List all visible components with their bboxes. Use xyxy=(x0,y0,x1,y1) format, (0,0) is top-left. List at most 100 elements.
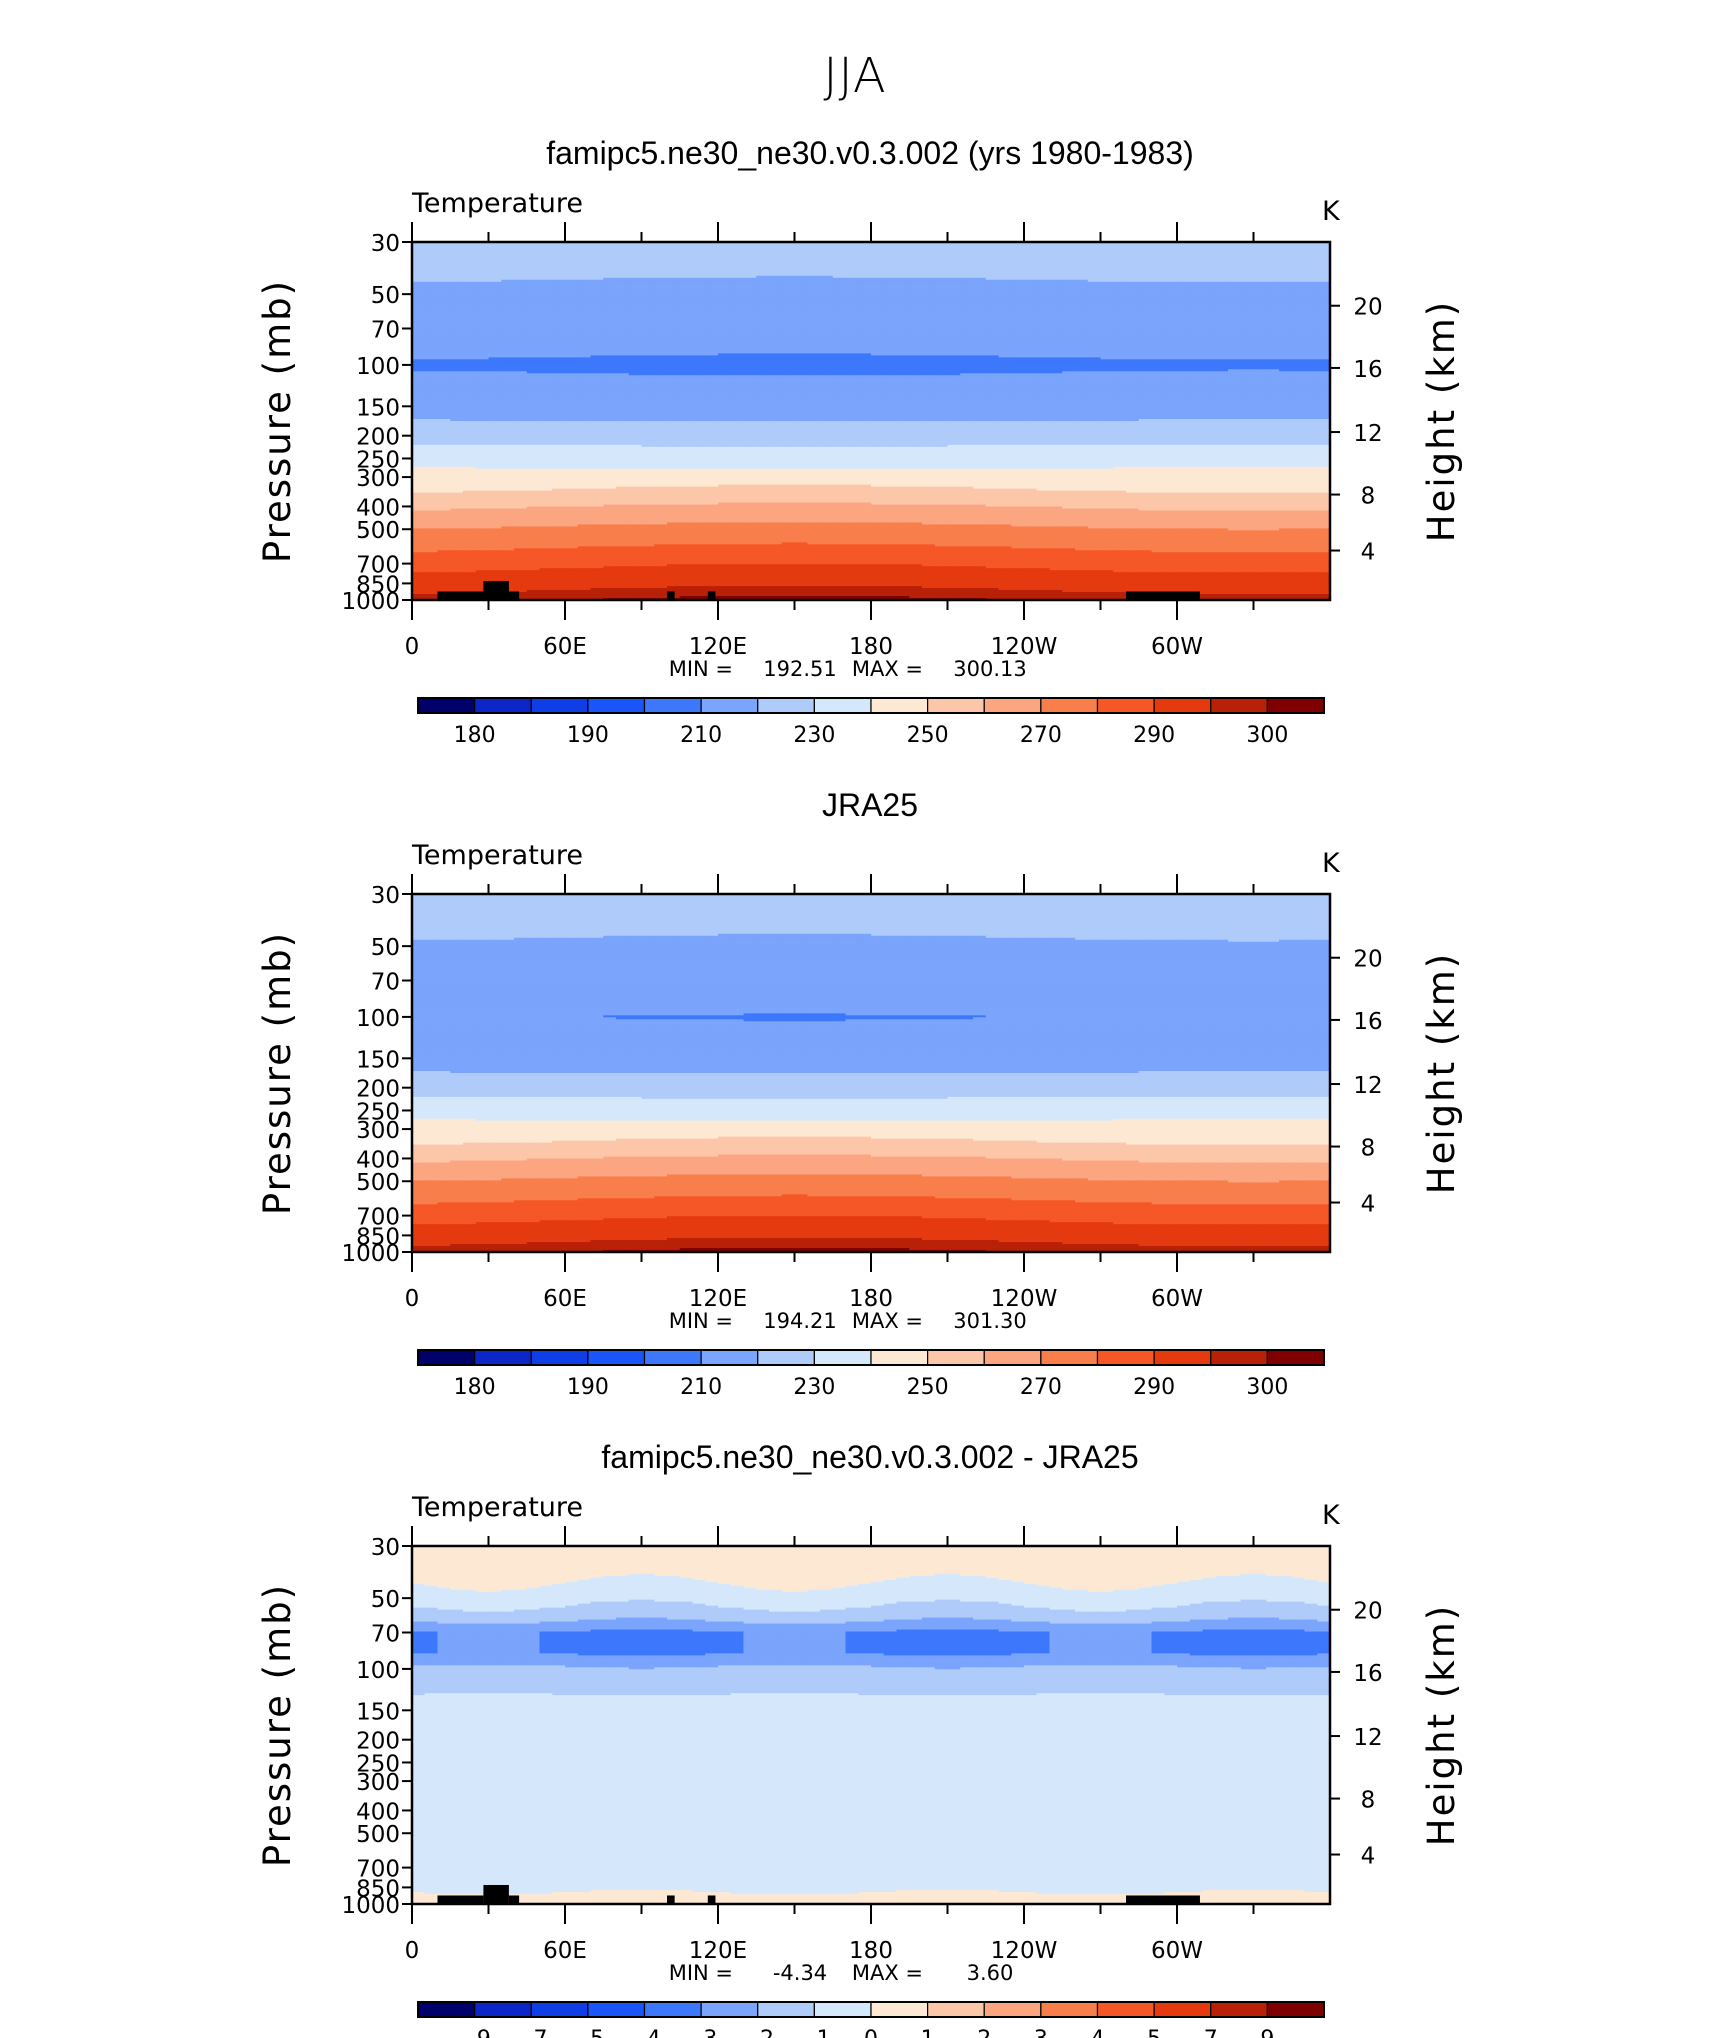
field-cell xyxy=(845,369,859,372)
field-cell xyxy=(641,277,655,281)
field-cell xyxy=(781,309,796,313)
field-cell xyxy=(1317,303,1330,307)
field-cell xyxy=(501,283,515,287)
field-cell xyxy=(1151,245,1165,249)
field-cell xyxy=(756,255,770,259)
field-cell xyxy=(1215,369,1229,372)
field-cell xyxy=(679,351,694,354)
field-cell xyxy=(565,307,579,311)
field-cell xyxy=(883,327,898,331)
field-cell xyxy=(973,315,987,319)
field-cell xyxy=(922,375,936,378)
field-cell xyxy=(1151,327,1165,331)
field-cell xyxy=(463,269,477,273)
field-cell xyxy=(858,311,872,315)
field-cell xyxy=(667,379,681,382)
field-cell xyxy=(1266,247,1280,251)
field-cell xyxy=(934,315,949,319)
field-cell xyxy=(909,363,923,366)
field-cell xyxy=(832,307,847,311)
field-cell xyxy=(1113,293,1127,297)
field-cell xyxy=(896,363,910,366)
field-cell xyxy=(730,367,745,370)
field-cell xyxy=(1075,347,1089,350)
field-cell xyxy=(896,301,910,305)
field-cell xyxy=(679,285,694,289)
field-cell xyxy=(1100,377,1114,380)
field-cell xyxy=(1036,371,1051,374)
field-cell xyxy=(641,275,655,279)
field-cell xyxy=(641,351,655,354)
field-cell xyxy=(679,267,694,271)
field-cell xyxy=(514,345,528,349)
field-cell xyxy=(769,357,783,360)
field-cell xyxy=(1189,281,1204,285)
field-cell xyxy=(973,303,987,307)
field-cell xyxy=(628,327,643,331)
field-cell xyxy=(820,295,834,299)
field-cell xyxy=(450,371,464,374)
field-cell xyxy=(960,329,974,333)
field-cell xyxy=(1266,269,1280,273)
field-cell xyxy=(565,275,579,279)
field-cell xyxy=(501,285,515,289)
field-cell xyxy=(794,365,808,368)
field-cell xyxy=(1291,349,1306,352)
field-cell xyxy=(1126,357,1140,360)
field-cell xyxy=(1062,277,1076,281)
field-cell xyxy=(705,375,719,378)
field-cell xyxy=(1304,279,1318,283)
field-cell xyxy=(896,373,910,376)
field-cell xyxy=(539,309,553,313)
field-cell xyxy=(1164,345,1178,349)
field-cell xyxy=(577,365,592,368)
field-cell xyxy=(947,273,961,277)
field-cell xyxy=(475,303,490,307)
field-cell xyxy=(1011,279,1025,283)
field-cell xyxy=(577,335,592,339)
field-cell xyxy=(832,263,847,267)
field-cell xyxy=(603,257,617,261)
field-cell xyxy=(756,367,770,370)
field-cell xyxy=(883,347,898,350)
field-cell xyxy=(934,353,949,356)
field-cell xyxy=(1189,243,1204,247)
field-cell xyxy=(794,337,808,341)
field-cell xyxy=(1228,289,1242,293)
field-cell xyxy=(794,257,808,261)
field-cell xyxy=(1062,249,1076,253)
field-cell xyxy=(1189,321,1204,325)
field-cell xyxy=(488,253,502,257)
field-cell xyxy=(922,247,936,251)
field-cell xyxy=(922,307,936,311)
field-cell xyxy=(1087,337,1102,341)
field-cell xyxy=(526,315,541,319)
field-cell xyxy=(845,341,859,345)
field-cell xyxy=(973,355,987,358)
field-cell xyxy=(488,375,502,378)
field-cell xyxy=(501,355,515,358)
field-cell xyxy=(475,255,490,259)
field-cell xyxy=(692,345,706,349)
variable-label: Temperature xyxy=(411,188,583,219)
field-cell xyxy=(679,363,694,366)
field-cell xyxy=(998,283,1012,287)
field-cell xyxy=(437,317,451,321)
field-cell xyxy=(973,245,987,249)
field-cell xyxy=(1049,317,1063,321)
field-cell xyxy=(628,309,643,313)
field-cell xyxy=(947,263,961,267)
field-cell xyxy=(488,251,502,255)
field-cell xyxy=(552,299,566,303)
field-cell xyxy=(437,309,451,313)
field-cell xyxy=(501,359,515,362)
field-cell xyxy=(1202,357,1216,360)
field-cell xyxy=(934,375,949,378)
field-cell xyxy=(463,245,477,249)
field-cell xyxy=(820,277,834,281)
field-cell xyxy=(501,335,515,339)
field-cell xyxy=(526,313,541,317)
field-cell xyxy=(858,243,872,247)
field-cell xyxy=(781,285,796,289)
field-cell xyxy=(514,279,528,283)
